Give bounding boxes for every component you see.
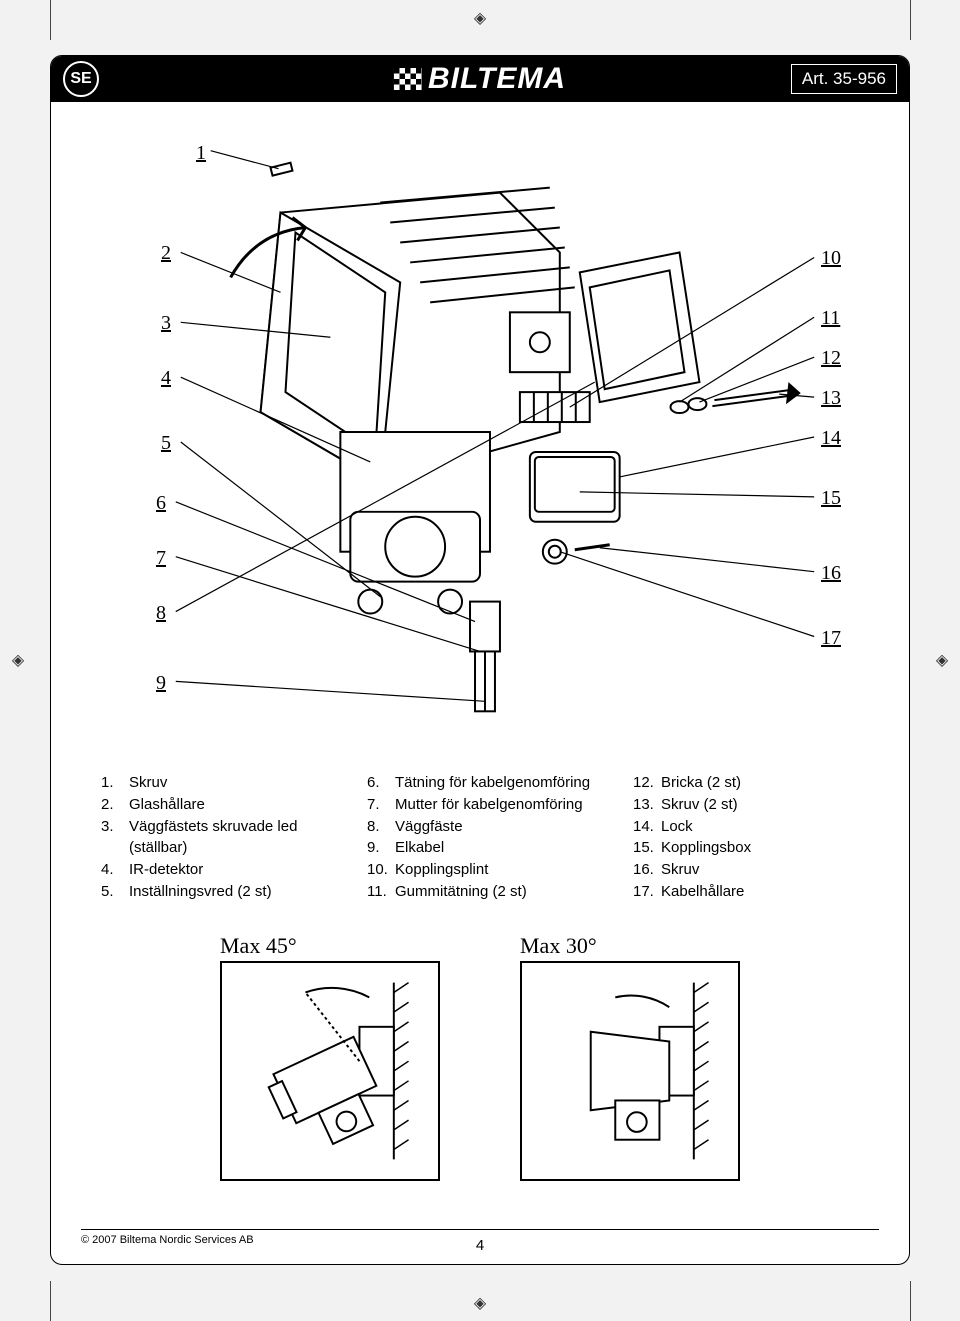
callout-1: 1 xyxy=(196,142,206,165)
registration-mark-left: ◈ xyxy=(8,650,28,670)
page-frame: SE BILTEMA Art. 35-956 xyxy=(50,55,910,1265)
callout-16: 16 xyxy=(821,562,841,585)
callout-17: 17 xyxy=(821,627,841,650)
registration-mark-right: ◈ xyxy=(932,650,952,670)
brand-check-icon xyxy=(394,68,422,90)
angle-figures: Max 45° xyxy=(51,933,909,1186)
page-number: 4 xyxy=(476,1237,484,1254)
callout-7: 7 xyxy=(156,547,166,570)
callout-9: 9 xyxy=(156,672,166,695)
callout-10: 10 xyxy=(821,247,841,270)
parts-list: 1.Skruv 2.Glashållare 3.Väggfästets skru… xyxy=(51,742,909,903)
callout-15: 15 xyxy=(821,487,841,510)
callout-12: 12 xyxy=(821,347,841,370)
callout-8: 8 xyxy=(156,602,166,625)
callout-5: 5 xyxy=(161,432,171,455)
angle-left-label: Max 45° xyxy=(220,933,440,959)
header-bar: SE BILTEMA Art. 35-956 xyxy=(51,56,909,102)
brand-logo: BILTEMA xyxy=(394,62,566,96)
callout-14: 14 xyxy=(821,427,841,450)
callout-11: 11 xyxy=(821,307,840,330)
brand-text: BILTEMA xyxy=(428,62,566,96)
parts-col-3: 12.Bricka (2 st) 13.Skruv (2 st) 14.Lock… xyxy=(633,772,859,903)
article-number: Art. 35-956 xyxy=(791,64,897,94)
angle-left-diagram xyxy=(220,961,440,1181)
parts-col-2: 6.Tätning för kabelgenomföring 7.Mutter … xyxy=(367,772,593,903)
registration-mark-top: ◈ xyxy=(470,8,490,28)
registration-mark-bottom: ◈ xyxy=(470,1293,490,1313)
parts-col-1: 1.Skruv 2.Glashållare 3.Väggfästets skru… xyxy=(101,772,327,903)
exploded-diagram: 1234567891011121314151617 xyxy=(81,132,879,742)
callout-2: 2 xyxy=(161,242,171,265)
callout-6: 6 xyxy=(156,492,166,515)
callout-13: 13 xyxy=(821,387,841,410)
angle-right-label: Max 30° xyxy=(520,933,740,959)
callout-3: 3 xyxy=(161,312,171,335)
angle-right-diagram xyxy=(520,961,740,1181)
callout-4: 4 xyxy=(161,367,171,390)
copyright-text: © 2007 Biltema Nordic Services AB xyxy=(81,1234,254,1246)
language-badge: SE xyxy=(63,61,99,97)
